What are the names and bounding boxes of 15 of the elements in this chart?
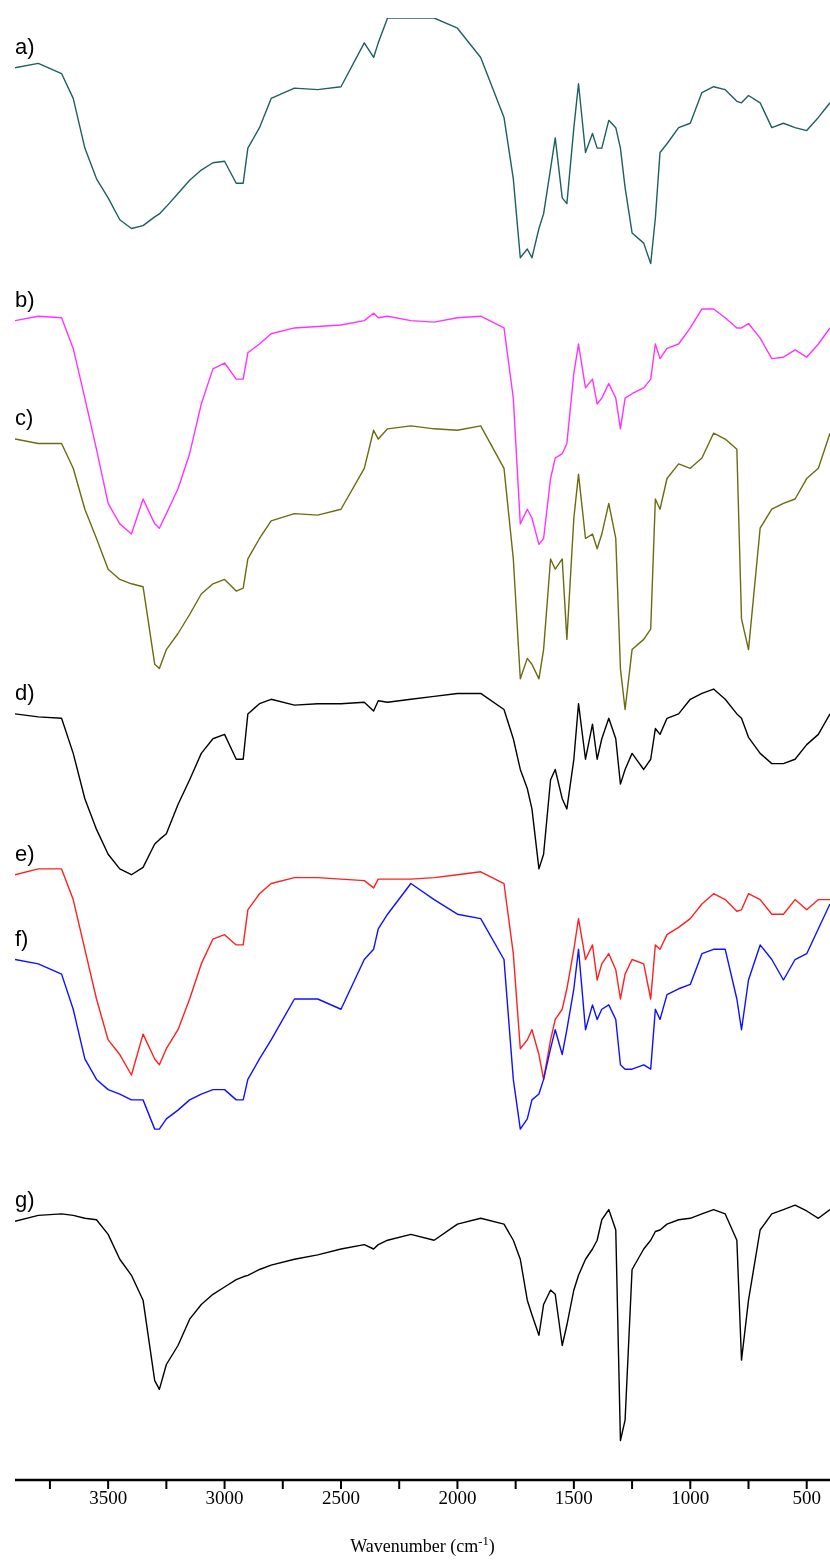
x-tick-label: 3500 [89,1487,128,1509]
series-label: b) [15,286,35,312]
x-tick-label: 1000 [671,1487,710,1509]
x-axis-title: Wavenumber (cm$^{-1}$) [350,1534,495,1557]
series-label: e) [15,840,35,866]
x-tick-label: 3000 [205,1487,244,1509]
x-tick-label: 2500 [322,1487,360,1509]
x-tick-label: 2000 [438,1487,477,1509]
x-tick-label: 1500 [554,1487,593,1509]
series-label: a) [15,33,35,59]
series-label: f) [15,925,29,951]
series-label: g) [15,1187,35,1213]
x-tick-label: 500 [792,1487,821,1509]
series-label: d) [15,679,35,705]
series-label: c) [15,405,34,431]
